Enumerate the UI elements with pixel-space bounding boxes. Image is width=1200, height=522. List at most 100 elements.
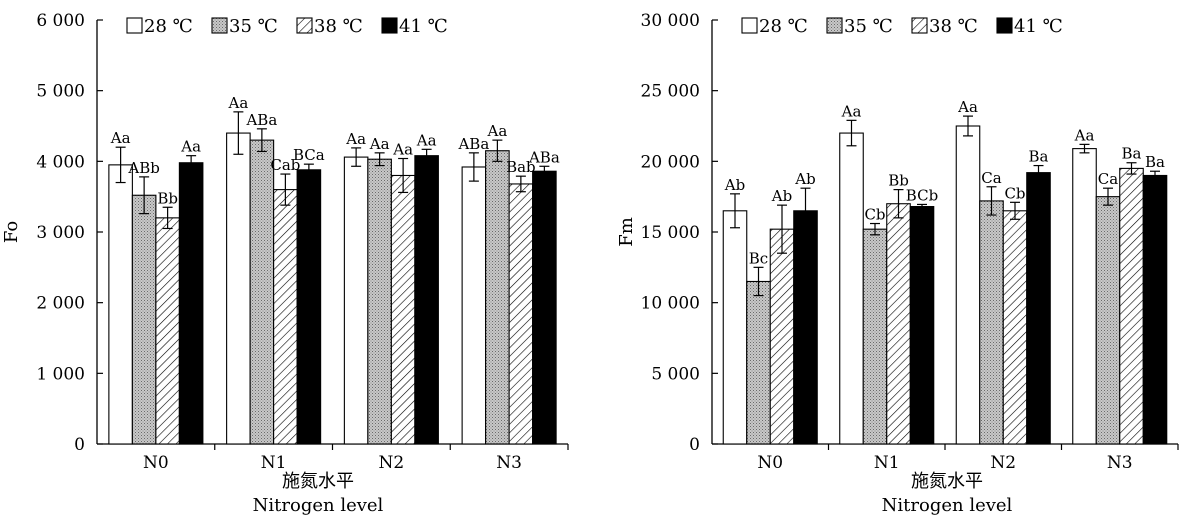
fo-ylabel: Fo — [1, 221, 22, 243]
fo-sig-label: Aa — [369, 135, 390, 153]
fo-bar — [249, 139, 275, 445]
fm-legend-swatch — [911, 17, 928, 34]
fo-category-label: N2 — [379, 453, 405, 473]
fm-bar — [862, 228, 888, 445]
fm-bar — [1142, 174, 1168, 445]
fm-ytick-label: 5 000 — [651, 364, 700, 384]
fm-category-label: N3 — [1107, 453, 1133, 473]
fm-sig-label: Ca — [1098, 170, 1118, 188]
fm-legend-swatch — [741, 17, 758, 34]
fm-bar — [1119, 167, 1144, 445]
fm-bar — [909, 206, 935, 445]
fm-sig-label: Ba — [1029, 148, 1049, 166]
fm-ytick-label: 15 000 — [641, 223, 700, 243]
fo-ytick-label: 3 000 — [36, 223, 85, 243]
fo-xlabel-cn: 施氮水平 — [282, 471, 354, 492]
fm-sig-label: Bb — [888, 172, 909, 190]
fo-legend-swatch — [211, 17, 228, 34]
fm-legend-swatch — [996, 17, 1013, 34]
fo-bar — [532, 170, 557, 445]
fm-sig-label: Ba — [1145, 153, 1165, 171]
fo-sig-label: ABa — [245, 111, 277, 129]
fm-ytick-label: 0 — [689, 435, 700, 455]
fo-bar — [508, 183, 534, 445]
fo-bar — [461, 166, 487, 445]
fm-category-label: N0 — [757, 453, 783, 473]
fo-bar — [390, 174, 416, 445]
fo-sig-label: Aa — [110, 129, 131, 147]
fo-bar — [155, 217, 180, 445]
fo-bar — [367, 158, 392, 445]
fo-sig-label: ABa — [457, 135, 489, 153]
fm-chart: 0 5 000 10 000 15 000 20 000 25 000 30 000 Fm N0… — [616, 11, 1179, 473]
fo-bar — [343, 156, 369, 445]
fo-sig-label: Bb — [157, 189, 178, 207]
fm-bar — [1002, 210, 1028, 445]
fm-ytick-label: 30 000 — [641, 11, 700, 31]
fo-bar — [178, 162, 204, 445]
fm-bar — [722, 210, 748, 445]
fm-sig-label: Aa — [1074, 126, 1095, 144]
fo-sig-label: Aa — [180, 138, 201, 156]
fm-bar — [793, 210, 818, 445]
fm-legend-label: 38 ℃ — [929, 16, 978, 37]
fm-bar — [1072, 148, 1097, 445]
fo-legend-label: 28 ℃ — [144, 16, 193, 37]
fo-xlabel-en: Nitrogen level — [253, 495, 384, 516]
fo-chart: 0 1 000 2 000 3 000 4 000 5 000 6 000 Fo N0 Aa ABb… — [1, 11, 569, 473]
fo-sig-label: Aa — [227, 94, 248, 112]
fo-bar — [485, 150, 510, 445]
fm-sig-label: Aa — [957, 98, 978, 116]
fm-ylabel: Fm — [616, 217, 637, 247]
fm-ytick-label: 10 000 — [641, 294, 700, 314]
fo-bar — [108, 164, 133, 445]
fo-sig-label: BCa — [293, 146, 325, 164]
fo-ytick-label: 6 000 — [36, 11, 85, 31]
fm-ytick-label: 20 000 — [641, 152, 700, 172]
fo-ytick-label: 2 000 — [36, 294, 85, 314]
fm-sig-label: Ca — [981, 169, 1001, 187]
fm-legend-label: 35 ℃ — [844, 16, 893, 37]
fm-ytick-label: 25 000 — [641, 82, 700, 102]
fo-bar — [131, 194, 157, 445]
fo-ytick-label: 1 000 — [36, 364, 85, 384]
fm-sig-label: Ba — [1122, 145, 1142, 163]
fm-legend-swatch — [826, 17, 843, 34]
fm-legend-label: 28 ℃ — [759, 16, 808, 37]
fo-sig-label: Cab — [270, 156, 300, 174]
fm-bar — [955, 125, 981, 445]
fo-sig-label: Bab — [506, 158, 536, 176]
fo-ytick-label: 5 000 — [36, 82, 85, 102]
fo-bar — [414, 155, 439, 445]
fo-category-label: N1 — [261, 453, 287, 473]
fm-sig-label: Aa — [841, 102, 862, 120]
fo-bar — [226, 132, 251, 445]
fo-legend-swatch — [381, 17, 398, 34]
fm-sig-label: Cb — [864, 206, 885, 224]
fo-legend-label: 41 ℃ — [399, 16, 448, 37]
fm-xlabel-cn: 施氮水平 — [911, 471, 983, 492]
fm-sig-label: BCb — [906, 186, 938, 204]
fo-legend-label: 35 ℃ — [229, 16, 278, 37]
fm-category-label: N2 — [990, 453, 1016, 473]
fm-bar — [839, 132, 864, 445]
fo-ytick-label: 0 — [74, 435, 85, 455]
fo-sig-label: Aa — [416, 131, 437, 149]
fo-sig-label: ABb — [127, 159, 159, 177]
fo-ytick-label: 4 000 — [36, 152, 85, 172]
fm-bar — [979, 200, 1004, 445]
fo-sig-label: Aa — [486, 122, 507, 140]
fo-legend-label: 38 ℃ — [314, 16, 363, 37]
fm-bar — [1026, 172, 1051, 445]
fm-sig-label: Bc — [749, 249, 768, 267]
fo-category-label: N3 — [496, 453, 522, 473]
fm-sig-label: Cb — [1004, 184, 1025, 202]
fm-category-label: N1 — [874, 453, 900, 473]
fm-bar — [1095, 196, 1121, 445]
fm-bar — [746, 280, 771, 445]
fo-bar — [296, 169, 322, 445]
fo-bar — [273, 189, 298, 445]
fo-legend-swatch — [126, 17, 143, 34]
fm-bar — [886, 203, 911, 445]
